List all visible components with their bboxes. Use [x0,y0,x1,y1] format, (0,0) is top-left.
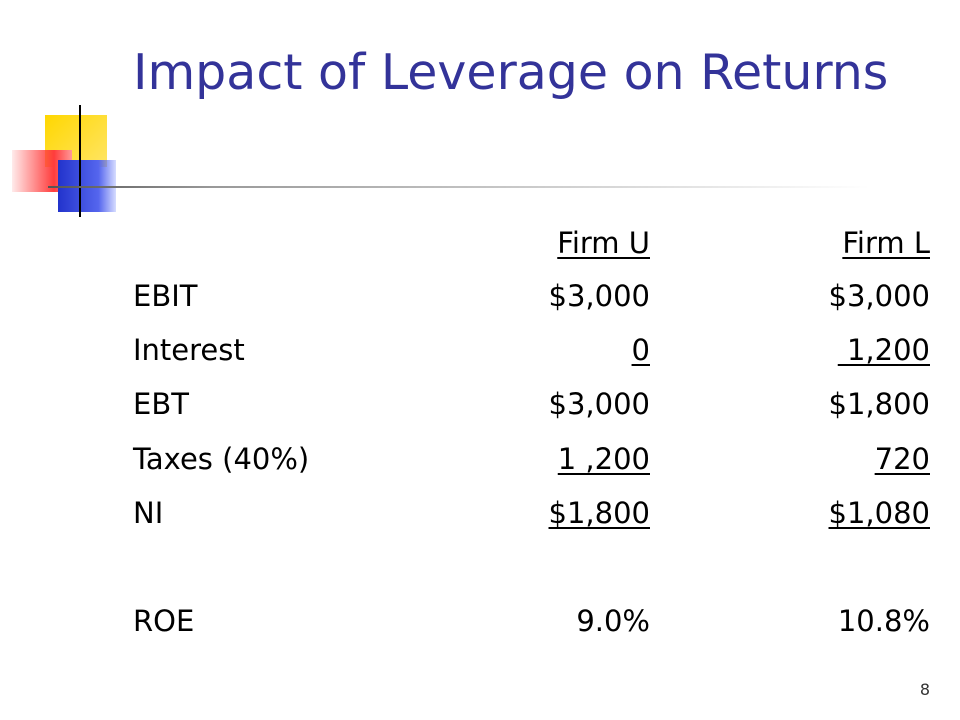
page-number: 8 [919,680,930,699]
cell: $1,800 [828,387,930,421]
cell: 10.8% [837,604,930,638]
cell: 0 [631,333,650,367]
decor-hline [48,186,870,188]
cell: 1,200 [837,333,930,367]
cell: 9.0% [576,604,650,638]
row-label: EBIT [133,279,198,313]
title: Impact of Leverage on Returns [133,44,889,101]
row-label: Interest [133,333,245,367]
cell: $3,000 [548,387,650,421]
cell: 720 [874,442,930,476]
cell: $3,000 [828,279,930,313]
cell: $3,000 [548,279,650,313]
cell: $1,800 [548,496,650,530]
decor-vline [79,105,81,217]
row-label: Taxes (40%) [133,442,310,476]
cell: 1 ,200 [557,442,650,476]
row-label: NI [133,496,164,530]
row-label: ROE [133,604,195,638]
row-label: EBT [133,387,189,421]
column-header: Firm L [842,226,930,260]
column-header: Firm U [557,226,650,260]
cell: $1,080 [828,496,930,530]
